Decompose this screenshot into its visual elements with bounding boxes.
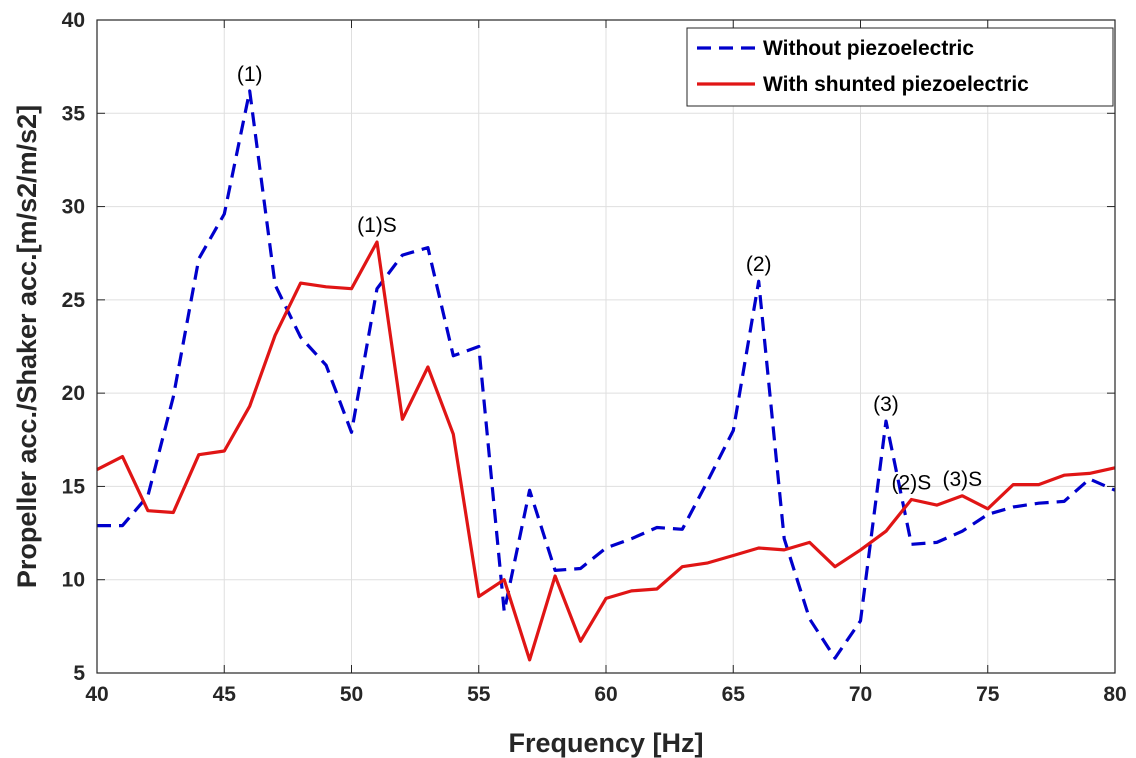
x-tick-label: 65 xyxy=(722,683,746,706)
y-tick-label: 30 xyxy=(62,196,85,219)
x-tick-label: 40 xyxy=(85,683,108,706)
peak-annotation: (3)S xyxy=(942,468,982,491)
y-tick-label: 10 xyxy=(62,569,85,592)
x-tick-label: 55 xyxy=(467,683,491,706)
y-tick-label: 35 xyxy=(62,102,86,125)
x-tick-label: 50 xyxy=(340,683,363,706)
grid xyxy=(96,19,1116,674)
series-lines xyxy=(96,89,1116,662)
x-tick-label: 80 xyxy=(1103,683,1126,706)
legend: Without piezoelectric With shunted piezoe… xyxy=(686,27,1114,107)
axis-ticks: 40 45 50 55 60 65 70 75 80 5 10 15 20 25 30 35 40 xyxy=(62,9,1127,706)
peak-annotation: (3) xyxy=(873,393,899,416)
legend-box xyxy=(686,27,1114,107)
x-axis-label: Frequency [Hz] xyxy=(508,728,703,758)
legend-label: Without piezoelectric xyxy=(763,37,974,60)
legend-label: With shunted piezoelectric xyxy=(763,73,1029,96)
y-tick-label: 15 xyxy=(62,475,86,498)
y-tick-label: 40 xyxy=(62,9,85,32)
x-tick-label: 75 xyxy=(976,683,1000,706)
x-tick-label: 60 xyxy=(594,683,617,706)
y-tick-label: 25 xyxy=(62,289,86,312)
x-tick-label: 45 xyxy=(213,683,237,706)
peak-annotation: (1) xyxy=(237,63,263,86)
peak-annotations: (1) (1)S (2) (3) (2)S (3)S xyxy=(237,63,982,495)
y-axis-label: Propeller acc./Shaker acc.[m/s2/m/s2] xyxy=(12,105,42,588)
y-tick-label: 5 xyxy=(73,662,85,685)
peak-annotation: (2) xyxy=(746,253,772,276)
series-line-without-piezoelectric xyxy=(97,89,1116,660)
peak-annotation: (2)S xyxy=(892,471,932,494)
series-line-with-shunted-piezoelectric xyxy=(96,240,1116,662)
peak-annotation: (1)S xyxy=(357,214,397,237)
y-tick-label: 20 xyxy=(62,382,85,405)
x-tick-label: 70 xyxy=(849,683,872,706)
